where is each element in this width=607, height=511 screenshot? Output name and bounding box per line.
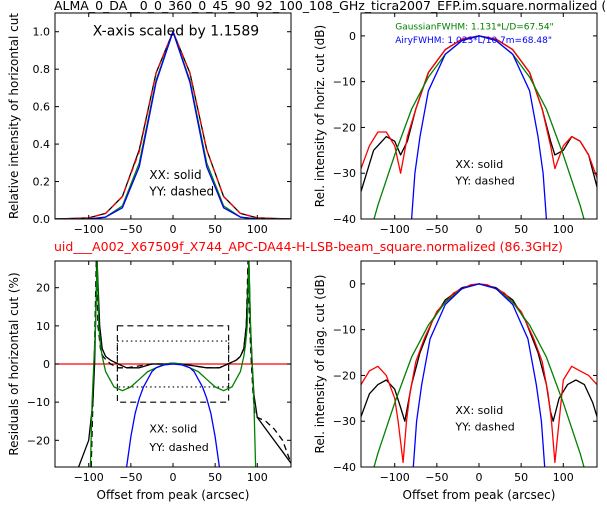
y-tick-label: 20 (36, 282, 50, 295)
threshold-box-dotted (116, 340, 230, 388)
series-line-blue-solid (125, 363, 221, 467)
plot-area (55, 261, 291, 467)
chart-annotation: GaussianFWHM: 1.131*L/D=67.54" (395, 22, 553, 32)
series-line-red-solid (361, 35, 597, 179)
y-tick-label: 0.4 (33, 138, 51, 151)
y-axis-label: Rel. intensity of diag. cut (dB) (313, 275, 327, 454)
x-axis-label: Offset from peak (arcsec) (97, 488, 250, 502)
chart-panel-p4: −100 −50 0 50 100 0 −10 −20 −30 −40 Rel. intensity… (313, 260, 598, 502)
threshold-box-dashed (116, 325, 230, 403)
y-tick-label: −30 (333, 167, 356, 180)
y-axis-label: Rel. intensity of horiz. cut (dB) (313, 25, 327, 207)
chart-annotation: YY: dashed (454, 420, 514, 433)
x-tick-label: 0 (476, 471, 483, 484)
y-tick-label: 0.2 (33, 176, 51, 189)
x-tick-label: 100 (247, 471, 268, 484)
chart-annotation: XX: solid (455, 158, 503, 171)
y-tick-label: 0 (349, 30, 356, 43)
x-tick-label: −50 (425, 471, 448, 484)
x-tick-label: −100 (380, 223, 410, 236)
axes-frame (360, 260, 598, 468)
y-tick-label: −10 (333, 76, 356, 89)
figure-title-middle: uid___A002_X67509f_X744_APC-DA44-H-LSB-b… (54, 239, 563, 254)
x-axis-label: Offset from peak (arcsec) (403, 488, 556, 502)
x-tick-label: −50 (119, 223, 142, 236)
y-tick-label: 0.0 (33, 213, 51, 226)
y-tick-label: 0.8 (33, 63, 51, 76)
y-tick-label: −40 (333, 213, 356, 226)
x-tick-label: 100 (247, 223, 268, 236)
y-tick-label: −20 (27, 434, 50, 447)
series-line-blue-solid (412, 283, 546, 467)
y-tick-label: 1.0 (33, 26, 51, 39)
x-tick-label: −50 (425, 223, 448, 236)
figure-title-top: ALMA_0_DA__0_0_360_0_45_90_92_100_108_GH… (54, 0, 606, 13)
y-axis-label: Residuals of horizontal cut (%) (7, 272, 21, 455)
chart-panel-p2: −100 −50 0 50 100 0 −10 −20 −30 −40 Rel. intensity… (313, 12, 598, 236)
x-tick-label: 100 (553, 223, 574, 236)
x-tick-label: 0 (170, 471, 177, 484)
y-tick-label: 0.6 (33, 101, 51, 114)
x-tick-label: 50 (514, 223, 528, 236)
plot-area (361, 283, 597, 467)
chart-annotation: YY: dashed (148, 185, 214, 199)
x-tick-label: 50 (514, 471, 528, 484)
x-tick-label: 50 (208, 471, 222, 484)
chart-annotation: YY: dashed (454, 175, 514, 188)
y-tick-label: −40 (333, 461, 356, 474)
x-tick-label: −100 (74, 471, 104, 484)
x-tick-label: 0 (476, 223, 483, 236)
plot-area (55, 31, 291, 219)
y-tick-label: 0 (349, 278, 356, 291)
chart-annotation: XX: solid (149, 423, 197, 436)
x-tick-label: −100 (74, 223, 104, 236)
x-tick-label: 0 (170, 223, 177, 236)
y-tick-label: −10 (333, 324, 356, 337)
chart-annotation: AiryFWHM: 1.023*L/10.7m=68.48" (395, 36, 552, 46)
y-axis-label: Relative intensity of horizontal cut (7, 13, 21, 219)
chart-annotation: YY: dashed (148, 441, 208, 454)
x-tick-label: −100 (380, 471, 410, 484)
chart-annotation: XX: solid (455, 404, 503, 417)
series-line-blue-solid (410, 35, 548, 219)
series-line-green-solid (89, 261, 257, 467)
y-tick-label: −10 (27, 396, 50, 409)
y-tick-label: 10 (36, 320, 50, 333)
y-tick-label: 0 (43, 358, 50, 371)
chart-annotation: XX: solid (149, 168, 201, 182)
series-line-black-dashed (90, 261, 291, 467)
y-tick-label: −20 (333, 369, 356, 382)
x-tick-label: 50 (208, 223, 222, 236)
series-line-red-solid (361, 283, 597, 464)
x-tick-label: 100 (553, 471, 574, 484)
chart-panel-p1: −100 −50 0 50 100 0.0 0.2 0.4 0.6 0.8 1.0 Relative … (7, 12, 292, 236)
series-line-red-dashed (55, 31, 291, 219)
plot-area (361, 35, 597, 219)
chart-annotation: X-axis scaled by 1.1589 (93, 24, 259, 40)
series-line-blue-solid (55, 31, 291, 219)
y-tick-label: −30 (333, 415, 356, 428)
y-tick-label: −20 (333, 121, 356, 134)
chart-panels: −100 −50 0 50 1000.00.20.40.60.81.0Relative … (7, 12, 598, 502)
x-tick-label: −50 (119, 471, 142, 484)
